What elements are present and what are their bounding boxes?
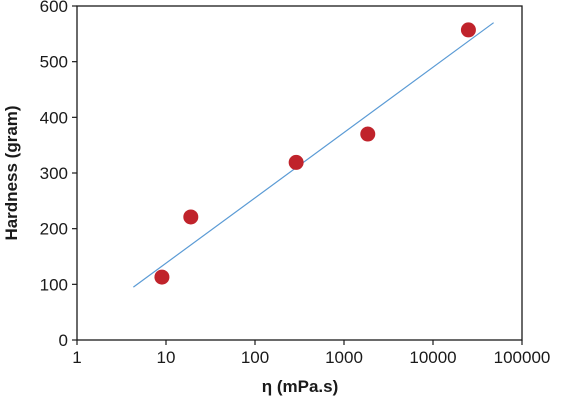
trend-line [133, 22, 494, 288]
data-point [154, 269, 170, 285]
x-tick-label: 100000 [494, 348, 551, 367]
y-tick-label: 500 [40, 53, 68, 72]
x-axis-ticks: 1 10 100 1000 10000 100000 [72, 340, 550, 367]
x-axis-title: η (mPa.s) [262, 377, 339, 396]
data-point [183, 209, 199, 225]
data-point [288, 154, 304, 170]
y-tick-label: 300 [40, 164, 68, 183]
plot-area [76, 5, 523, 341]
y-axis-title: Hardness (gram) [2, 105, 21, 240]
y-tick-label: 600 [40, 0, 68, 16]
y-tick-label: 0 [59, 331, 68, 350]
y-tick-label: 400 [40, 108, 68, 127]
x-tick-label: 100 [241, 348, 269, 367]
chart-marks [133, 22, 494, 288]
y-axis-ticks: 0 100 200 300 400 500 600 [40, 0, 77, 350]
data-point [360, 126, 376, 142]
y-tick-label: 100 [40, 275, 68, 294]
plot-frame [76, 5, 523, 341]
x-tick-label: 10000 [409, 348, 456, 367]
x-tick-label: 10 [157, 348, 176, 367]
y-tick-label: 200 [40, 220, 68, 239]
x-tick-label: 1000 [325, 348, 363, 367]
x-tick-label: 1 [72, 348, 81, 367]
data-point [460, 22, 476, 38]
